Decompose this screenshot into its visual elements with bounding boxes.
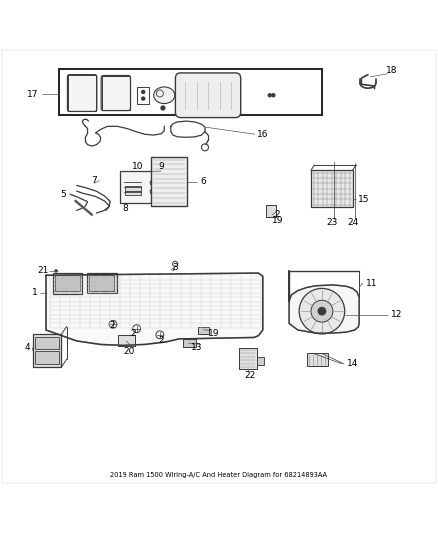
Text: 9: 9 <box>158 162 164 171</box>
Text: 6: 6 <box>201 177 207 187</box>
Bar <box>307 353 328 366</box>
Text: 20: 20 <box>124 348 135 357</box>
Text: 12: 12 <box>391 310 402 319</box>
Bar <box>35 351 59 364</box>
Text: 2: 2 <box>131 328 136 337</box>
Text: 5: 5 <box>60 190 67 199</box>
Bar <box>311 170 353 207</box>
Circle shape <box>268 93 272 98</box>
Text: 14: 14 <box>347 359 358 368</box>
Text: 8: 8 <box>122 204 128 213</box>
FancyBboxPatch shape <box>67 75 97 111</box>
Polygon shape <box>289 271 359 333</box>
Bar <box>125 191 141 195</box>
Bar <box>120 172 164 203</box>
Circle shape <box>271 93 276 98</box>
Bar <box>87 273 117 293</box>
Bar <box>137 87 149 103</box>
Bar <box>68 75 96 111</box>
Bar <box>239 348 257 369</box>
Bar <box>151 157 187 206</box>
Text: 2: 2 <box>275 211 280 219</box>
Bar <box>35 337 59 349</box>
Text: 2019 Ram 1500 Wiring-A/C And Heater Diagram for 68214893AA: 2019 Ram 1500 Wiring-A/C And Heater Diag… <box>110 472 328 478</box>
Text: 1: 1 <box>32 288 38 297</box>
Text: 10: 10 <box>132 162 144 171</box>
FancyBboxPatch shape <box>175 73 240 118</box>
Text: 2: 2 <box>109 321 114 330</box>
Bar <box>89 275 114 290</box>
FancyBboxPatch shape <box>101 76 131 110</box>
Polygon shape <box>46 273 263 345</box>
Text: 15: 15 <box>358 195 369 204</box>
Text: 19: 19 <box>272 216 283 225</box>
Bar <box>198 327 209 334</box>
Circle shape <box>141 96 145 101</box>
Text: 11: 11 <box>366 279 377 288</box>
Circle shape <box>141 90 145 94</box>
Text: 2: 2 <box>159 336 164 345</box>
Bar <box>53 273 82 294</box>
Circle shape <box>160 106 166 110</box>
Bar <box>183 339 196 347</box>
Text: 17: 17 <box>27 90 39 99</box>
Ellipse shape <box>154 87 175 103</box>
Circle shape <box>299 288 345 334</box>
Text: 4: 4 <box>25 343 30 352</box>
Bar <box>33 334 61 367</box>
Bar <box>59 69 322 115</box>
Text: 18: 18 <box>386 66 398 75</box>
Circle shape <box>54 269 58 273</box>
Bar <box>125 187 141 191</box>
Circle shape <box>311 300 333 322</box>
Bar <box>257 357 264 365</box>
Text: 7: 7 <box>91 176 97 185</box>
Text: 13: 13 <box>191 343 202 352</box>
Text: 3: 3 <box>172 263 178 272</box>
Text: 21: 21 <box>37 266 49 276</box>
Text: 19: 19 <box>208 328 219 337</box>
Text: 23: 23 <box>326 218 337 227</box>
Bar <box>266 205 276 217</box>
Text: 22: 22 <box>244 372 255 381</box>
Text: 24: 24 <box>347 218 358 227</box>
Bar <box>118 335 135 346</box>
Bar <box>102 76 130 110</box>
Bar <box>55 275 80 292</box>
Text: 16: 16 <box>257 130 268 139</box>
Circle shape <box>318 307 326 316</box>
